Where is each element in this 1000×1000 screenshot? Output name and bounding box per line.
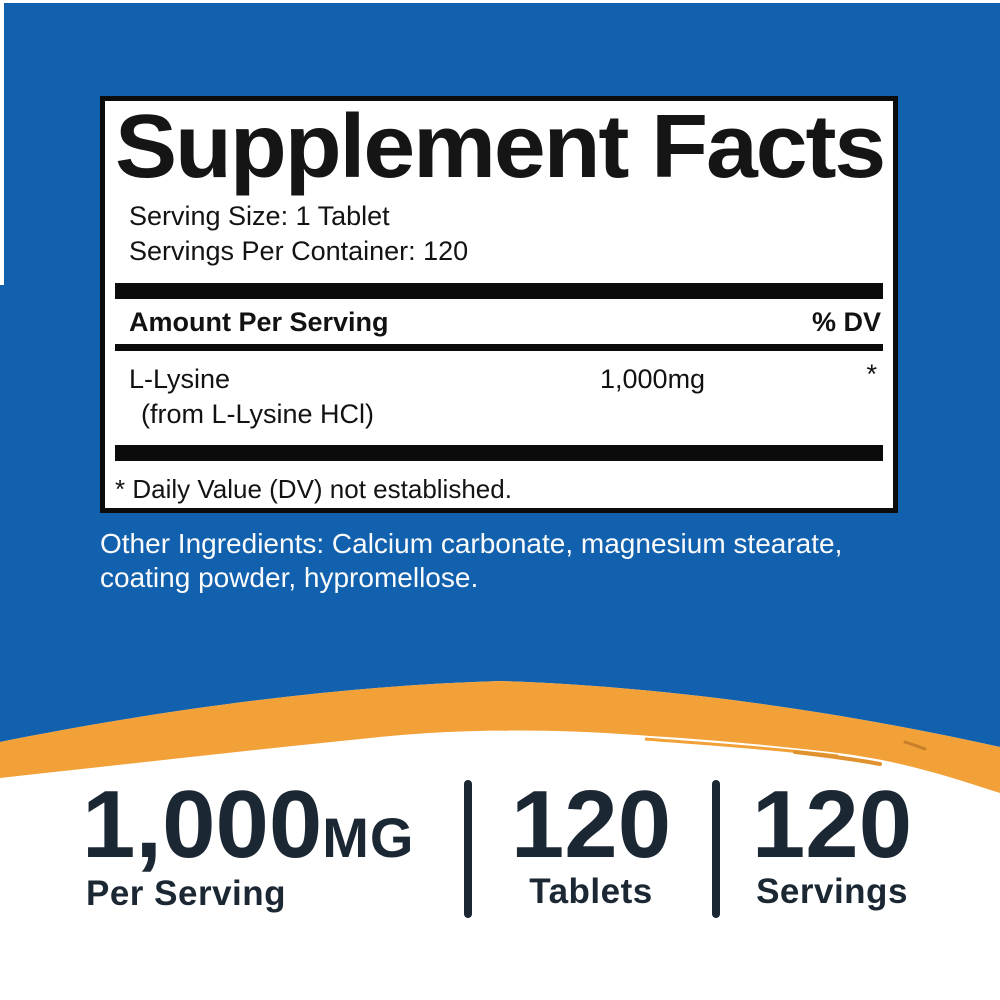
stat-per-serving: 1,000 MG Per Serving bbox=[82, 771, 415, 914]
orange-swoosh-shape bbox=[0, 681, 1000, 793]
divider-bar-thick bbox=[115, 283, 883, 299]
stat-number-line: 120 bbox=[716, 771, 948, 878]
other-ingredients-line-2: coating powder, hypromellose. bbox=[100, 562, 479, 593]
page-margin-top bbox=[0, 0, 1000, 3]
nutrient-name: L-Lysine bbox=[129, 364, 231, 394]
supplement-facts-panel: Supplement Facts Serving Size: 1 Tablet … bbox=[100, 96, 898, 513]
stat-label: Per Serving bbox=[86, 874, 287, 913]
stat-number-line: 120 bbox=[466, 771, 716, 878]
amount-per-serving-header: Amount Per Serving % DV bbox=[115, 299, 883, 344]
other-ingredients-line-1: Other Ingredients: Calcium carbonate, ma… bbox=[100, 528, 843, 559]
stat-value: 120 bbox=[751, 771, 913, 878]
stat-divider bbox=[464, 780, 472, 918]
amount-per-serving-label: Amount Per Serving bbox=[129, 307, 389, 337]
nutrient-row: L-Lysine (from L-Lysine HCl) 1,000mg * bbox=[115, 351, 883, 445]
other-ingredients-text: Other Ingredients: Calcium carbonate, ma… bbox=[100, 527, 930, 595]
stat-label: Servings bbox=[756, 872, 908, 911]
brush-streak bbox=[793, 750, 882, 766]
stat-servings: 120 Servings bbox=[716, 771, 948, 912]
stat-divider bbox=[712, 780, 720, 918]
divider-bar-thick bbox=[115, 445, 883, 461]
supplement-facts-title: Supplement Facts bbox=[115, 97, 886, 197]
servings-per-container-line: Servings Per Container: 120 bbox=[129, 236, 469, 266]
page-margin-left bbox=[0, 0, 4, 285]
stat-label: Tablets bbox=[529, 872, 653, 911]
nutrient-source: (from L-Lysine HCl) bbox=[141, 399, 375, 429]
daily-value-footnote: * Daily Value (DV) not established. bbox=[115, 474, 512, 504]
nutrient-amount: 1,000mg bbox=[600, 364, 706, 394]
stat-tablets: 120 Tablets bbox=[466, 771, 716, 912]
brush-streak bbox=[903, 740, 927, 751]
serving-size-line: Serving Size: 1 Tablet bbox=[129, 201, 390, 231]
serving-info: Serving Size: 1 Tablet Servings Per Cont… bbox=[115, 199, 883, 269]
stat-value: 1,000 bbox=[82, 771, 323, 878]
divider-bar-thin bbox=[115, 344, 883, 351]
nutrient-dv-asterisk: * bbox=[866, 359, 877, 389]
stat-number-line: 1,000 MG bbox=[82, 771, 415, 878]
stats-strip: 1,000 MG Per Serving 120 Tablets 120 Ser… bbox=[0, 770, 1000, 1000]
percent-dv-label: % DV bbox=[811, 307, 881, 337]
stat-unit: MG bbox=[322, 806, 415, 869]
stat-value: 120 bbox=[510, 771, 672, 878]
